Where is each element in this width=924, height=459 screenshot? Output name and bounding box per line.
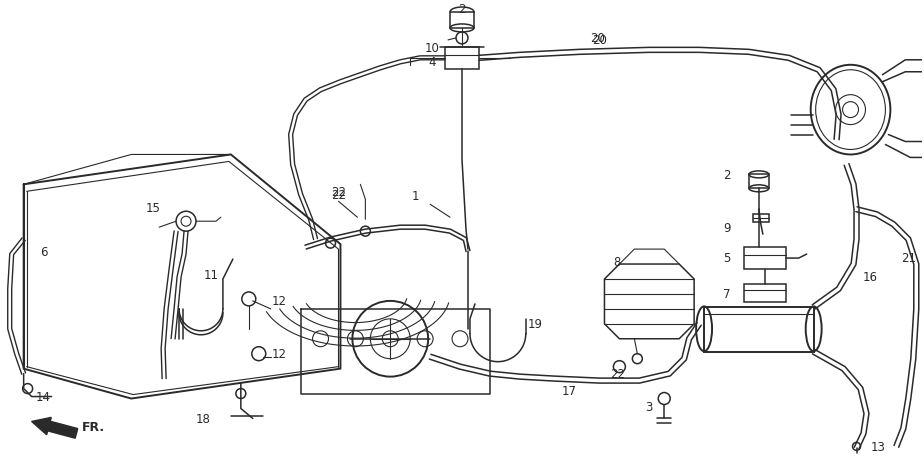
FancyArrow shape [31,418,78,438]
Bar [744,284,785,302]
Text: 17: 17 [562,384,578,397]
Text: 12: 12 [271,347,286,360]
Text: 2: 2 [723,168,731,181]
Text: 18: 18 [196,412,211,425]
Text: 13: 13 [871,440,886,453]
Bar [744,247,785,269]
Text: 12: 12 [271,295,286,308]
Text: 21: 21 [901,251,916,264]
Text: 11: 11 [203,268,218,281]
Text: 22: 22 [610,367,625,381]
Text: 7: 7 [723,288,731,301]
Text: 5: 5 [723,251,731,264]
Text: 16: 16 [863,271,878,284]
Text: 1: 1 [411,190,419,202]
Bar [450,13,474,29]
Text: 22: 22 [331,185,346,198]
Bar [704,307,814,352]
Text: 20: 20 [590,32,605,45]
Text: 15: 15 [146,202,161,214]
Text: 6: 6 [40,245,47,258]
Text: 2: 2 [458,2,466,16]
Bar [749,175,769,189]
Text: 8: 8 [614,255,621,268]
Text: FR.: FR. [81,420,104,433]
Bar [753,215,769,223]
Text: 14: 14 [36,390,51,403]
Text: 9: 9 [723,221,731,234]
Text: 20: 20 [592,34,607,47]
Text: 10: 10 [425,42,440,55]
Text: 22: 22 [331,188,346,202]
Bar [445,48,479,70]
Text: 3: 3 [646,400,653,413]
Text: 19: 19 [528,318,542,330]
Text: 4: 4 [429,56,436,69]
